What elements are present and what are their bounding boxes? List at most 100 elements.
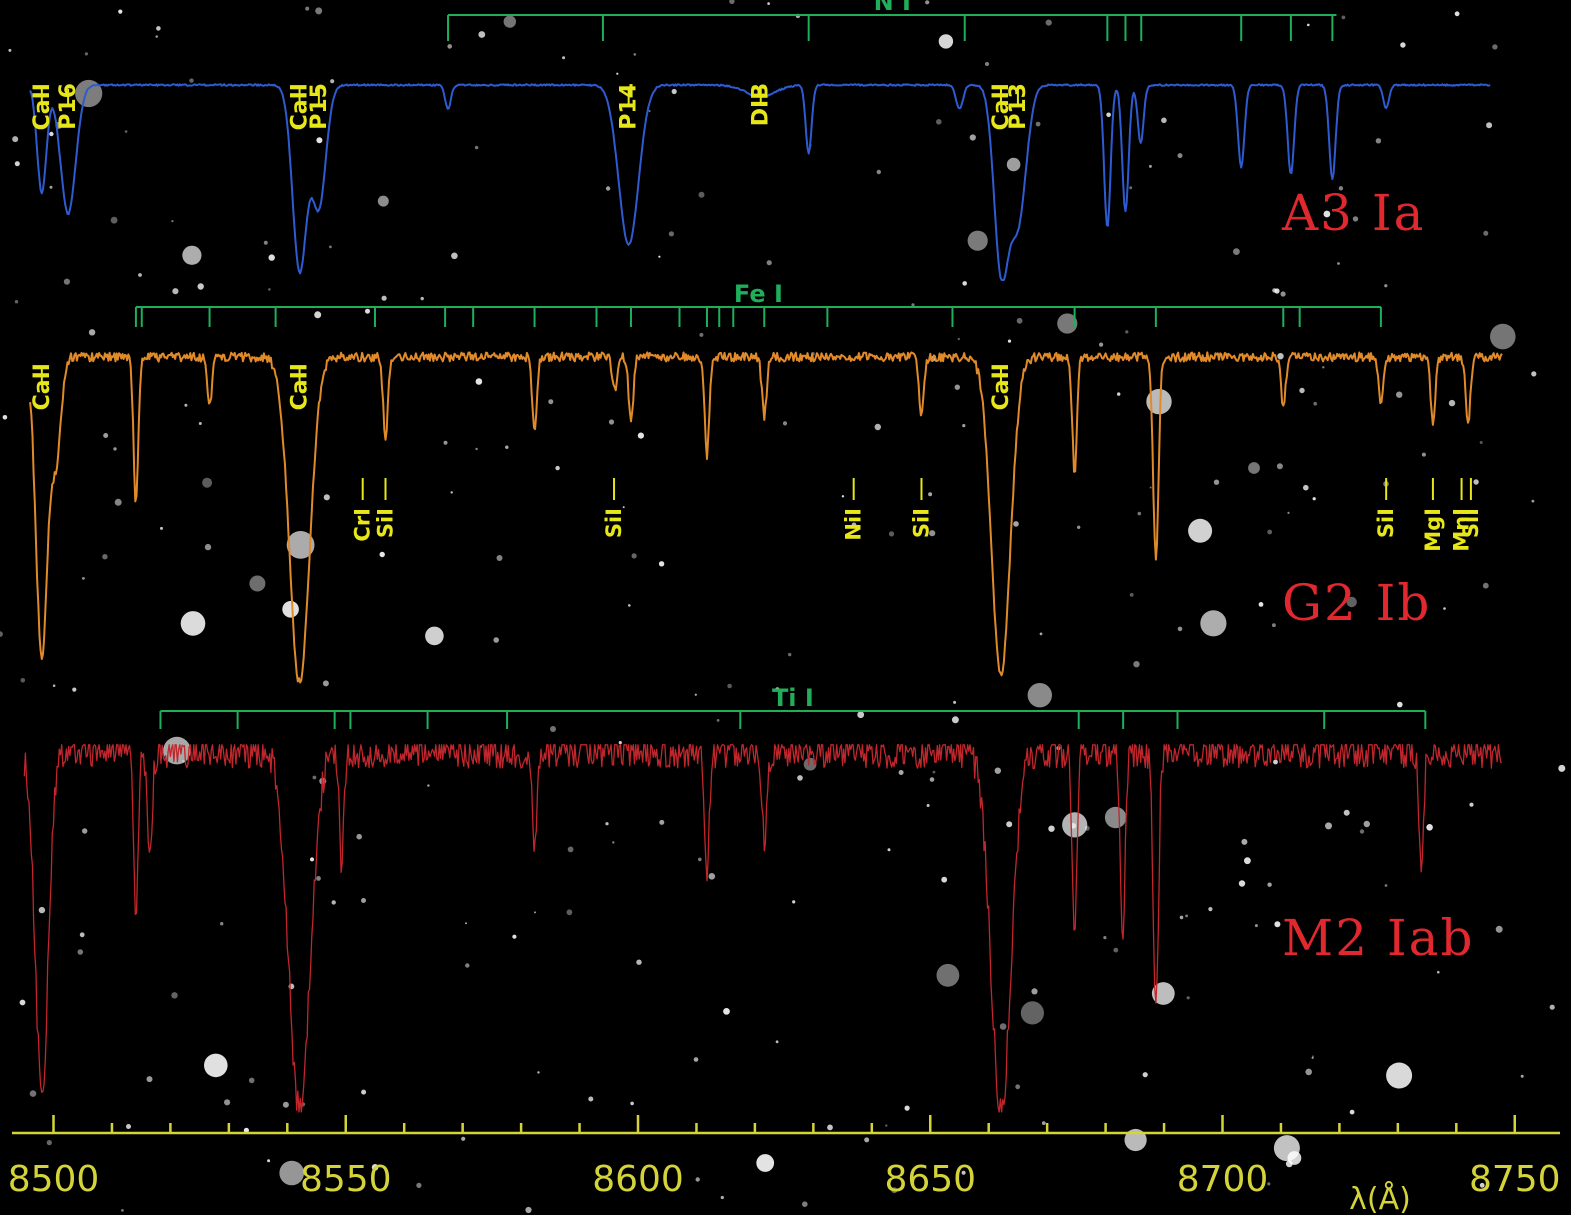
multiplet-m2_ti1: Ti I <box>159 684 1427 729</box>
star-dot <box>160 526 163 530</box>
star-dot <box>555 465 560 471</box>
star-dot <box>797 775 803 781</box>
star-dot <box>361 1089 367 1095</box>
star-dot <box>1421 452 1426 457</box>
star-dot <box>114 498 122 506</box>
line-label: P14 <box>617 83 642 130</box>
star-dot <box>1531 371 1537 377</box>
star-dot <box>1048 825 1055 832</box>
star-dot <box>1117 392 1121 396</box>
series-label-a3: A3 Ia <box>1281 184 1425 242</box>
star-dot <box>427 784 430 787</box>
star-dot <box>1007 339 1012 343</box>
star-dot <box>1188 518 1213 543</box>
star-dot <box>827 1124 833 1131</box>
star-dot <box>1323 210 1331 218</box>
star-dot <box>562 56 566 60</box>
star-dot <box>1520 1074 1524 1078</box>
star-dot <box>79 932 85 938</box>
star-dot <box>957 337 960 341</box>
star-dot <box>612 841 615 844</box>
line-label: CaII <box>288 83 313 130</box>
line-label: P13 <box>1006 83 1031 130</box>
star-dot <box>630 1101 634 1106</box>
star-dot <box>198 422 202 425</box>
multiplet-a3_n1: N I <box>447 0 1337 41</box>
star-dot <box>1254 924 1258 928</box>
star-dot <box>694 693 697 696</box>
star-dot <box>633 53 637 56</box>
star-dot <box>864 1137 870 1143</box>
star-dot <box>1106 112 1111 118</box>
star-dot <box>693 1057 699 1062</box>
star-dot <box>505 445 509 449</box>
star-dot <box>1311 1056 1314 1059</box>
x-tick-label: 8500 <box>8 1159 100 1200</box>
star-dot <box>1000 109 1004 113</box>
star-dot <box>1267 882 1272 887</box>
star-dot <box>113 447 117 451</box>
star-dot <box>1396 391 1403 398</box>
star-dot <box>792 900 796 904</box>
star-dot <box>936 963 960 987</box>
line-label: MgI <box>1421 478 1445 552</box>
line-label-text: SiI <box>909 508 933 538</box>
star-dot <box>156 26 161 31</box>
star-dot <box>891 1187 898 1194</box>
line-label-text: SiI <box>373 508 397 538</box>
x-axis-title: λ(Å) <box>1349 1181 1411 1215</box>
star-dot <box>876 169 881 175</box>
star-dot <box>121 1209 124 1212</box>
star-dot <box>282 601 299 618</box>
x-tick-label: 8600 <box>592 1159 684 1200</box>
star-dot <box>1426 824 1433 831</box>
multiplet-label: N I <box>874 0 911 16</box>
star-dot <box>699 332 704 337</box>
star-dot <box>1149 486 1152 489</box>
star-dot <box>716 719 720 722</box>
star-dot <box>874 423 881 431</box>
star-dot <box>465 963 470 968</box>
star-dot <box>628 604 631 607</box>
star-dot <box>803 757 817 771</box>
star-dot <box>926 804 930 807</box>
star-dot <box>775 1040 779 1044</box>
star-dot <box>425 626 444 646</box>
star-dot <box>49 131 54 137</box>
star-dot <box>475 447 478 451</box>
star-dot <box>1312 497 1316 501</box>
star-dot <box>1104 806 1127 829</box>
multiplet-g2_fe1: Fe I <box>134 280 1382 327</box>
star-dot <box>566 909 573 916</box>
line-label: DIB <box>749 83 774 126</box>
star-dot <box>330 79 335 84</box>
star-dot <box>126 1124 131 1129</box>
star-dot <box>220 922 224 926</box>
star-dot <box>767 2 770 5</box>
star-dot <box>967 230 988 251</box>
star-dot <box>1186 996 1190 1000</box>
star-dot <box>727 683 732 689</box>
star-dot <box>1103 936 1107 940</box>
star-dot <box>550 726 556 732</box>
star-dot <box>782 421 788 426</box>
star-dot <box>82 577 85 580</box>
star-dot <box>954 384 960 390</box>
line-label: MnI <box>1450 478 1474 552</box>
star-dot <box>180 611 206 636</box>
star-dot <box>282 1101 289 1108</box>
line-label-text: NiI <box>842 508 866 541</box>
star-dot <box>379 551 385 558</box>
star-dot <box>1062 812 1088 838</box>
star-dot <box>1151 982 1175 1005</box>
star-dot <box>969 134 976 141</box>
star-dot <box>72 687 77 692</box>
star-dot <box>985 62 989 66</box>
star-dot <box>356 833 363 840</box>
star-dot <box>648 110 651 112</box>
line-label-text: CaII <box>288 83 313 130</box>
star-dot <box>888 531 895 537</box>
line-label-text: P15 <box>307 83 332 130</box>
star-dot <box>788 652 792 657</box>
